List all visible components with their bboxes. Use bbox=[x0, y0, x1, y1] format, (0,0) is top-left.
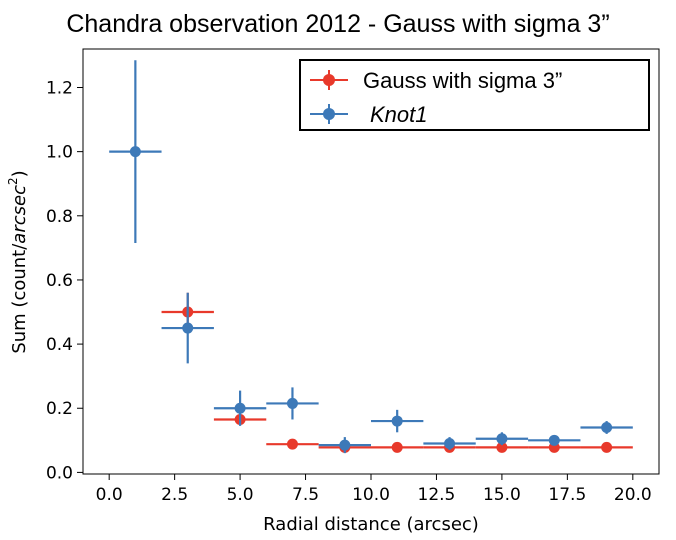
y-tick-label: 1.2 bbox=[46, 78, 73, 98]
x-tick-label: 2.5 bbox=[161, 485, 188, 505]
data-point bbox=[286, 397, 298, 409]
x-tick-label: 17.5 bbox=[548, 485, 586, 505]
y-tick-label: 0.0 bbox=[46, 463, 73, 483]
x-tick-label: 12.5 bbox=[418, 485, 456, 505]
data-point bbox=[548, 434, 560, 446]
data-point bbox=[286, 438, 298, 450]
legend-marker-1-point bbox=[323, 108, 335, 120]
x-tick-label: 5.0 bbox=[227, 485, 254, 505]
data-point bbox=[601, 441, 613, 453]
y-tick-label: 0.8 bbox=[46, 207, 73, 227]
x-tick-label: 15.0 bbox=[483, 485, 521, 505]
y-tick-label: 0.4 bbox=[46, 335, 73, 355]
x-axis: 0.0 2.5 5.0 7.5 10.0 12.5 15.0 17.5 20.0 bbox=[96, 474, 652, 505]
y-tick-label: 1.0 bbox=[46, 143, 73, 163]
x-tick-label: 7.5 bbox=[292, 485, 319, 505]
data-point bbox=[129, 146, 141, 158]
series-1 bbox=[109, 60, 633, 454]
legend-label-1: Knot1 bbox=[370, 102, 428, 127]
legend-box bbox=[299, 59, 650, 131]
chart-title: Chandra observation 2012 - Gauss with si… bbox=[66, 10, 609, 38]
data-point bbox=[391, 415, 403, 427]
x-tick-label: 0.0 bbox=[96, 485, 123, 505]
data-point bbox=[391, 441, 403, 453]
data-point bbox=[496, 441, 508, 453]
y-axis-title-suffix: ) bbox=[9, 170, 30, 177]
y-axis-title: Sum (count/arcsec2) bbox=[6, 170, 30, 353]
data-point bbox=[496, 433, 508, 445]
data-point bbox=[601, 421, 613, 433]
legend-entry-1: Knot1 bbox=[310, 102, 428, 127]
legend-entry-0: Gauss with sigma 3” bbox=[310, 68, 562, 93]
data-point bbox=[339, 439, 351, 451]
plot-area bbox=[109, 60, 633, 454]
x-axis-title: Radial distance (arcsec) bbox=[263, 514, 479, 535]
y-axis-title-unit: arcsec bbox=[9, 185, 30, 244]
data-point bbox=[182, 322, 194, 334]
data-point bbox=[234, 402, 246, 414]
legend-marker-0-point bbox=[323, 74, 335, 86]
y-axis-title-prefix: Sum (count/ bbox=[9, 243, 30, 354]
y-tick-label: 0.2 bbox=[46, 399, 73, 419]
x-tick-label: 20.0 bbox=[614, 485, 652, 505]
y-tick-label: 0.6 bbox=[46, 271, 73, 291]
y-axis-title-exponent: 2 bbox=[6, 177, 20, 185]
data-point bbox=[444, 438, 456, 450]
legend: Gauss with sigma 3” Knot1 bbox=[299, 59, 650, 131]
y-axis: 0.0 0.2 0.4 0.6 0.8 1.0 1.2 bbox=[46, 78, 83, 483]
legend-label-0: Gauss with sigma 3” bbox=[363, 68, 562, 93]
x-tick-label: 10.0 bbox=[352, 485, 390, 505]
